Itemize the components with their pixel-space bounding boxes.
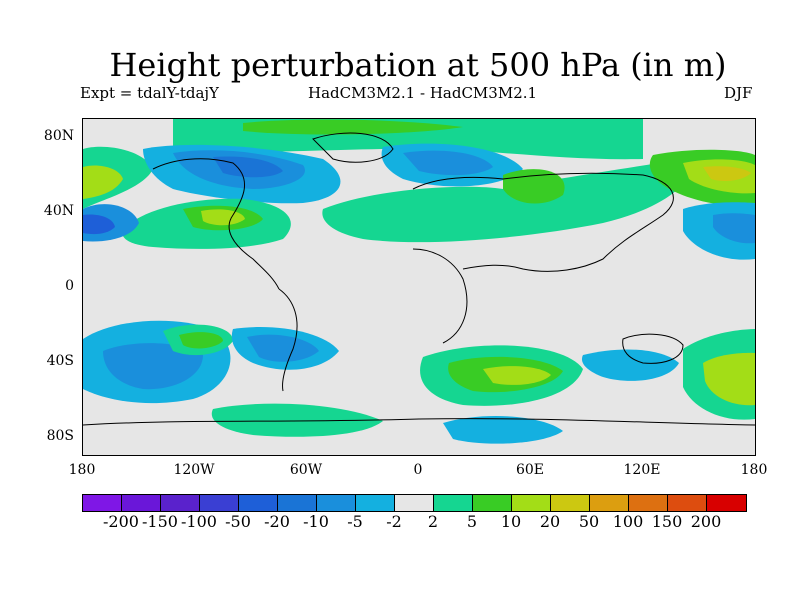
colorbar-swatch bbox=[356, 495, 395, 511]
colorbar-label: -5 bbox=[347, 512, 363, 531]
colorbar-label: -50 bbox=[225, 512, 251, 531]
lon-tick-label: 0 bbox=[413, 462, 423, 478]
coast-eurasia bbox=[412, 172, 674, 272]
lat-tick-label: 40S bbox=[46, 353, 74, 369]
colorbar-swatch bbox=[317, 495, 356, 511]
contour-antarctic-negative bbox=[443, 416, 563, 444]
colorbar-label: -150 bbox=[142, 512, 178, 531]
colorbar-label: -100 bbox=[181, 512, 217, 531]
colorbar-label: 10 bbox=[500, 512, 522, 531]
model-label: HadCM3M2.1 - HadCM3M2.1 bbox=[308, 84, 538, 102]
colorbar-swatch bbox=[278, 495, 317, 511]
map-panel bbox=[82, 118, 756, 456]
contour-midlat-positive-2 bbox=[503, 169, 565, 204]
lon-tick-label: 180 bbox=[68, 462, 96, 478]
map-title: Height perturbation at 500 hPa (in m) bbox=[109, 46, 727, 84]
lon-tick-label: 120W bbox=[173, 462, 215, 478]
colorbar-swatch bbox=[434, 495, 473, 511]
contour-na-negative-3 bbox=[213, 156, 283, 178]
contour-npac-east-negative-2 bbox=[713, 213, 755, 244]
colorbar-swatch bbox=[239, 495, 278, 511]
contour-easia-positive-3 bbox=[703, 166, 751, 181]
colorbar-swatch bbox=[590, 495, 629, 511]
colorbar-label: 100 bbox=[612, 512, 644, 531]
experiment-label: Expt = tdalY-tdajY bbox=[80, 84, 219, 102]
contour-sp-positive-2 bbox=[179, 332, 223, 349]
coast-australia bbox=[622, 333, 684, 364]
contour-antarctic-positive bbox=[211, 403, 383, 437]
colorbar-label: 200 bbox=[690, 512, 722, 531]
lat-tick-label: 0 bbox=[65, 278, 74, 294]
colorbar-label: -10 bbox=[303, 512, 329, 531]
contour-eurasia-negative-2 bbox=[403, 150, 493, 176]
contour-sp-negative-2 bbox=[103, 343, 203, 390]
height-perturbation-field bbox=[83, 119, 755, 455]
colorbar-swatch bbox=[707, 495, 746, 511]
colorbar-label: -20 bbox=[264, 512, 290, 531]
colorbar-swatch bbox=[395, 495, 434, 511]
colorbar-swatch bbox=[200, 495, 239, 511]
colorbar-swatch bbox=[473, 495, 512, 511]
contour-arctic-positive-2 bbox=[243, 119, 463, 135]
colorbar-label: 20 bbox=[539, 512, 561, 531]
contour-aus-negative bbox=[581, 349, 679, 381]
colorbar-swatch bbox=[122, 495, 161, 511]
colorbar-label: 2 bbox=[427, 512, 439, 531]
contour-nz-positive-2 bbox=[703, 352, 755, 406]
coast-north-america bbox=[152, 158, 280, 290]
lat-tick-label: 40N bbox=[43, 203, 74, 219]
contour-npac-2 bbox=[83, 165, 123, 199]
colorbar-label: 5 bbox=[466, 512, 478, 531]
colorbar-swatch bbox=[629, 495, 668, 511]
colorbar-swatch bbox=[551, 495, 590, 511]
colorbar-label: -2 bbox=[386, 512, 402, 531]
colorbar-label: 150 bbox=[651, 512, 683, 531]
colorbar-swatch bbox=[668, 495, 707, 511]
lat-tick-label: 80N bbox=[43, 128, 74, 144]
colorbar bbox=[82, 494, 747, 512]
contour-sa-negative-2 bbox=[247, 334, 319, 362]
colorbar-swatch bbox=[161, 495, 200, 511]
colorbar-label: -200 bbox=[103, 512, 139, 531]
colorbar-swatch bbox=[83, 495, 122, 511]
colorbar-label: 50 bbox=[578, 512, 600, 531]
lon-tick-label: 60W bbox=[289, 462, 323, 478]
coast-south-america bbox=[278, 288, 298, 392]
colorbar-swatch bbox=[512, 495, 551, 511]
coast-antarctica bbox=[83, 418, 755, 426]
lon-tick-label: 180 bbox=[740, 462, 768, 478]
lat-tick-label: 80S bbox=[46, 428, 74, 444]
coast-africa bbox=[412, 248, 468, 344]
contour-sio-positive-3 bbox=[483, 366, 551, 385]
contour-midlat-positive bbox=[322, 159, 689, 243]
lon-tick-label: 60E bbox=[515, 462, 545, 478]
coastlines bbox=[83, 132, 755, 426]
coast-greenland bbox=[312, 132, 394, 163]
season-label: DJF bbox=[724, 84, 753, 102]
contour-npac-west-negative-2 bbox=[83, 214, 115, 235]
lon-tick-label: 120E bbox=[623, 462, 661, 478]
